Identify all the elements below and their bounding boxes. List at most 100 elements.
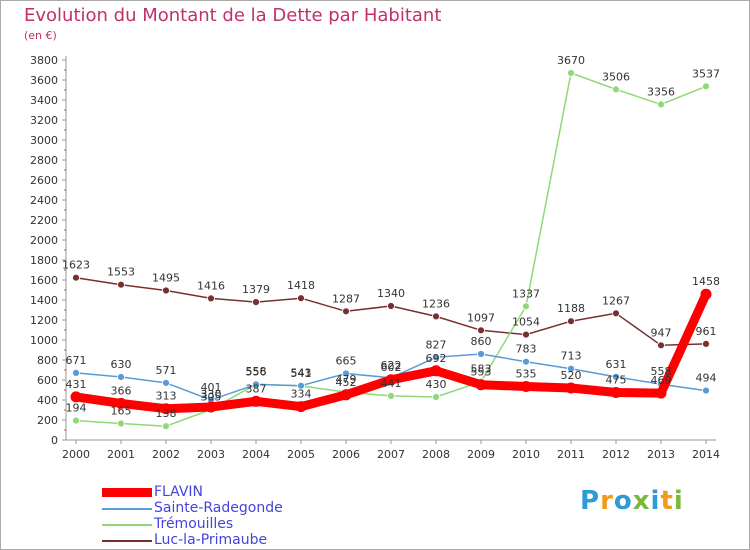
y-tick-label: 1000: [30, 334, 58, 347]
data-point-1: [522, 357, 530, 366]
data-label-3: 1054: [512, 316, 540, 329]
data-label-3: 947: [651, 326, 672, 339]
logo-letter: P: [580, 486, 601, 516]
data-point-3: [252, 298, 260, 307]
data-label-2: 3356: [647, 85, 675, 98]
logo-letter: r: [600, 486, 614, 516]
data-label-3: 1623: [62, 259, 90, 272]
data-label-3: 1097: [467, 311, 495, 324]
data-label-0: 387: [246, 382, 267, 395]
x-tick-label: 2009: [467, 448, 495, 461]
data-point-2: [612, 85, 620, 94]
data-label-2: 583: [471, 363, 492, 376]
data-point-3: [297, 294, 305, 303]
data-point-1: [297, 381, 305, 390]
data-label-0: 475: [606, 374, 627, 387]
y-tick-label: 800: [37, 354, 58, 367]
y-tick-label: 0: [51, 434, 58, 447]
x-tick-label: 2013: [647, 448, 675, 461]
data-label-0: 520: [561, 369, 582, 382]
data-label-0: 535: [516, 368, 537, 381]
y-tick-label: 3000: [30, 134, 58, 147]
data-point-0: [250, 395, 262, 407]
y-tick-label: 2400: [30, 194, 58, 207]
y-tick-label: 1800: [30, 254, 58, 267]
data-label-1: 827: [426, 338, 447, 351]
x-tick-label: 2003: [197, 448, 225, 461]
data-label-3: 1416: [197, 279, 225, 292]
data-point-1: [162, 378, 170, 387]
x-tick-label: 2011: [557, 448, 585, 461]
data-point-0: [565, 382, 577, 394]
legend-label-sainte-radegonde: Sainte-Radegonde: [154, 500, 283, 516]
data-point-3: [522, 330, 530, 339]
x-tick-label: 2005: [287, 448, 315, 461]
data-point-0: [385, 374, 397, 386]
data-label-1: 571: [156, 364, 177, 377]
legend-label-flavin: FLAVIN: [154, 484, 204, 500]
data-label-3: 1267: [602, 294, 630, 307]
data-label-1: 622: [381, 359, 402, 372]
data-label-3: 1418: [287, 279, 315, 292]
x-tick-label: 2014: [692, 448, 720, 461]
y-tick-label: 400: [37, 394, 58, 407]
data-point-2: [657, 100, 665, 109]
data-point-1: [432, 353, 440, 362]
legend-swatch-flavin: [102, 488, 152, 497]
x-tick-label: 2000: [62, 448, 90, 461]
data-point-1: [567, 364, 575, 373]
x-tick-label: 2007: [377, 448, 405, 461]
y-tick-label: 1400: [30, 294, 58, 307]
data-point-1: [117, 373, 125, 381]
y-tick-label: 3800: [30, 54, 58, 67]
logo-letter: o: [613, 486, 633, 516]
data-point-3: [477, 326, 485, 335]
data-label-1: 631: [606, 358, 627, 371]
data-point-0: [115, 397, 127, 409]
data-label-1: 713: [561, 350, 582, 363]
data-point-2: [162, 422, 170, 431]
data-point-2: [432, 393, 440, 401]
data-label-2: 1337: [512, 287, 540, 300]
data-label-0: 1458: [692, 275, 720, 288]
data-point-2: [117, 419, 125, 428]
data-label-0: 692: [426, 352, 447, 365]
data-point-3: [432, 312, 440, 321]
y-tick-label: 2800: [30, 154, 58, 167]
x-tick-label: 2004: [242, 448, 270, 461]
data-point-0: [70, 391, 82, 403]
logo-letter: i: [650, 486, 661, 516]
data-label-1: 556: [246, 365, 267, 378]
data-point-0: [160, 403, 172, 415]
legend-swatch-luc-la-primaube: [102, 540, 152, 542]
data-label-1: 401: [201, 381, 222, 394]
proxiti-logo: Proxiti: [580, 486, 684, 516]
y-tick-label: 3600: [30, 74, 58, 87]
data-point-0: [475, 379, 487, 391]
data-point-1: [477, 350, 485, 358]
data-point-2: [522, 302, 530, 311]
data-point-2: [567, 69, 575, 77]
data-label-0: 334: [291, 388, 312, 401]
data-label-2: 541: [291, 367, 312, 380]
data-point-3: [117, 280, 125, 289]
y-tick-label: 1200: [30, 314, 58, 327]
data-point-0: [205, 401, 217, 413]
x-tick-label: 2002: [152, 448, 180, 461]
data-label-3: 1553: [107, 266, 135, 279]
data-point-2: [72, 416, 80, 425]
x-tick-label: 2001: [107, 448, 135, 461]
data-point-3: [72, 273, 80, 282]
data-point-3: [702, 339, 710, 348]
data-label-2: 441: [381, 377, 402, 390]
data-label-2: 138: [156, 407, 177, 420]
x-tick-label: 2012: [602, 448, 630, 461]
data-label-1: 671: [66, 354, 87, 367]
data-label-1: 630: [111, 358, 132, 371]
data-point-1: [342, 369, 350, 378]
data-label-2: 479: [336, 373, 357, 386]
data-point-1: [252, 380, 260, 389]
y-tick-label: 200: [37, 414, 58, 427]
data-label-2: 194: [66, 402, 87, 415]
data-label-0: 553: [471, 366, 492, 379]
